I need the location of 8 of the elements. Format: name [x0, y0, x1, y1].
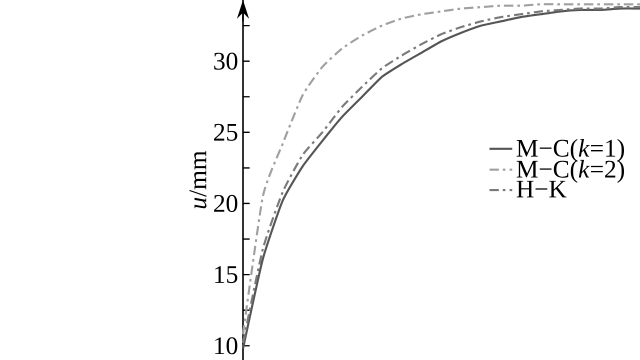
y-axis-title: u/mm [189, 150, 206, 208]
legend-label: M−C(k=2) [516, 160, 624, 183]
legend-label: H−K [516, 180, 567, 198]
y-tick-label: 30 [214, 52, 238, 70]
y-tick-label: 15 [215, 266, 238, 284]
y-tick-label: 25 [214, 124, 238, 141]
y-tick-label: 10 [215, 337, 238, 354]
y-tick-label: 20 [214, 194, 238, 212]
